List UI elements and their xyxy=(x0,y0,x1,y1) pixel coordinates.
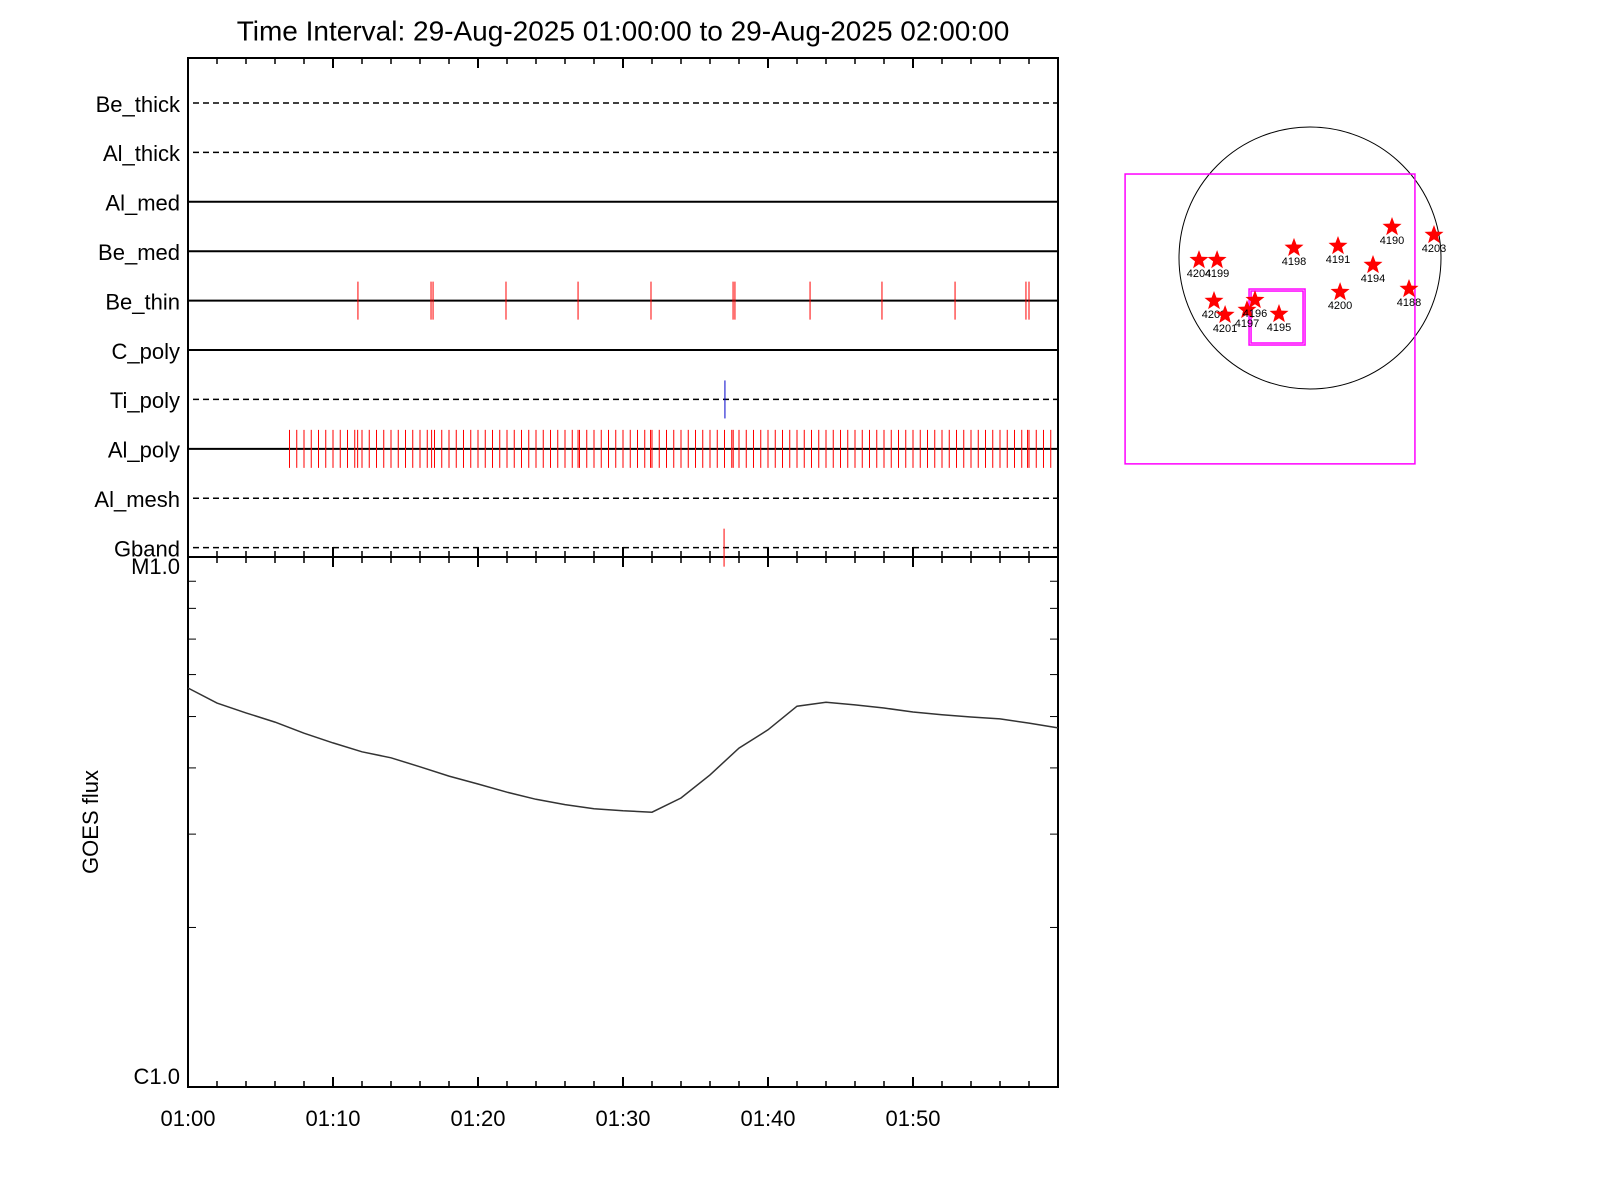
region-star xyxy=(1330,282,1350,301)
y-tick-label: C1.0 xyxy=(134,1064,180,1089)
x-tick-label: 01:10 xyxy=(305,1106,360,1131)
region-star xyxy=(1382,217,1402,236)
x-tick-label: 01:00 xyxy=(160,1106,215,1131)
region-label: 4203 xyxy=(1422,243,1446,255)
region-star xyxy=(1207,250,1227,269)
channel-label: Al_mesh xyxy=(94,487,180,512)
region-label: 4196 xyxy=(1243,308,1267,320)
region-star xyxy=(1204,291,1224,310)
channel-label: Be_thick xyxy=(96,92,181,117)
region-star xyxy=(1189,250,1209,269)
region-star xyxy=(1245,290,1265,309)
region-star xyxy=(1215,305,1235,323)
channel-label: Al_poly xyxy=(108,438,180,463)
region-star xyxy=(1328,236,1348,255)
region-label: 4198 xyxy=(1282,256,1306,268)
region-label: 4199 xyxy=(1205,268,1229,280)
region-star xyxy=(1284,237,1304,256)
channel-label: Ti_poly xyxy=(110,388,180,413)
event-panel-frame xyxy=(187,57,1059,558)
channel-label: Al_thick xyxy=(103,141,181,166)
flux-line xyxy=(187,687,1059,813)
region-label: 4191 xyxy=(1326,254,1350,266)
region-star xyxy=(1399,279,1419,298)
channel-label: C_poly xyxy=(112,339,180,364)
sub-field-of-view xyxy=(1248,288,1306,346)
region-label: 4195 xyxy=(1267,322,1291,334)
x-tick-label: 01:50 xyxy=(885,1106,940,1131)
x-tick-label: 01:20 xyxy=(450,1106,505,1131)
sub-field-of-view xyxy=(1250,290,1304,344)
region-star xyxy=(1237,300,1257,319)
region-label: 4190 xyxy=(1380,235,1404,247)
region-label: 4201 xyxy=(1213,323,1237,335)
x-tick-label: 01:40 xyxy=(740,1106,795,1131)
region-label: 4188 xyxy=(1397,297,1421,309)
x-tick-label: 01:30 xyxy=(595,1106,650,1131)
y-tick-label: M1.0 xyxy=(131,554,180,579)
region-label: 4194 xyxy=(1361,273,1385,285)
channel-label: Al_med xyxy=(105,191,180,216)
region-label: 4197 xyxy=(1235,318,1259,330)
region-label: 4204 xyxy=(1187,268,1211,280)
chart-title: Time Interval: 29-Aug-2025 01:00:00 to 2… xyxy=(237,15,1010,46)
field-of-view xyxy=(1124,173,1416,465)
channel-label: Be_thin xyxy=(105,289,180,314)
y-axis-label: GOES flux xyxy=(78,770,103,874)
region-star xyxy=(1424,225,1444,244)
solar-disk xyxy=(1178,126,1442,390)
channel-label: Gband xyxy=(114,536,180,561)
channel-label: Be_med xyxy=(98,240,180,265)
region-star xyxy=(1363,255,1383,274)
region-label: 4200 xyxy=(1328,300,1352,312)
region-star xyxy=(1269,304,1289,323)
flux-panel-frame xyxy=(187,556,1059,1088)
